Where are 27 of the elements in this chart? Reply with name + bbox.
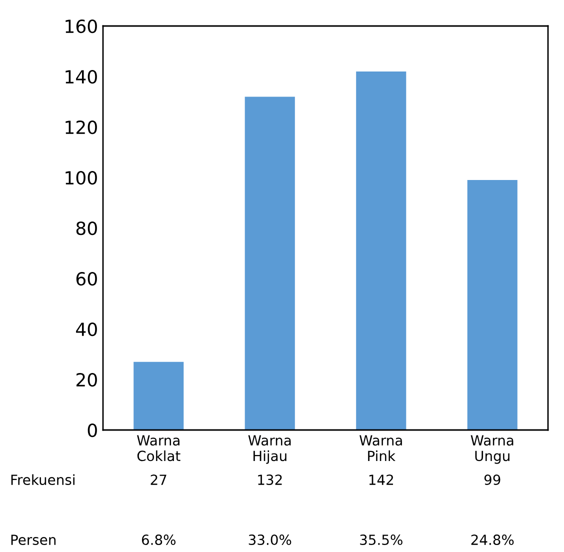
y-tick-label: 80 — [76, 221, 97, 236]
x-tick-label: Warna Hijau — [248, 435, 291, 464]
text: 35.5% — [360, 534, 402, 546]
text: 6.8% — [142, 534, 176, 546]
y-tick-label: 120 — [66, 120, 97, 134]
x-tick-label: Warna Coklat — [137, 435, 180, 462]
bar — [356, 71, 406, 430]
y-tick-label: 40 — [76, 322, 97, 336]
y-tick-label: 140 — [66, 70, 97, 84]
data-label: 27 — [150, 474, 166, 485]
text: Persen — [11, 534, 56, 546]
y-tick-label: 160 — [66, 19, 97, 34]
x-tick-label: Warna Pink — [360, 435, 402, 461]
text: 24.8% — [471, 534, 514, 546]
data-label: 132 — [258, 474, 282, 486]
text: Frekuensi — [11, 474, 74, 486]
y-tick-label: 100 — [66, 170, 97, 185]
y-tick-label: 60 — [76, 272, 97, 286]
bar — [134, 362, 184, 430]
bar — [467, 180, 518, 430]
y-tick-label: 20 — [76, 372, 97, 387]
data-label: 99 — [484, 474, 500, 486]
data-label: 142 — [369, 474, 393, 485]
text: 33.0% — [248, 534, 292, 546]
y-tick-label: 0 — [88, 423, 97, 438]
bar — [244, 96, 295, 430]
x-tick-label: Warna Ungu — [470, 435, 514, 464]
